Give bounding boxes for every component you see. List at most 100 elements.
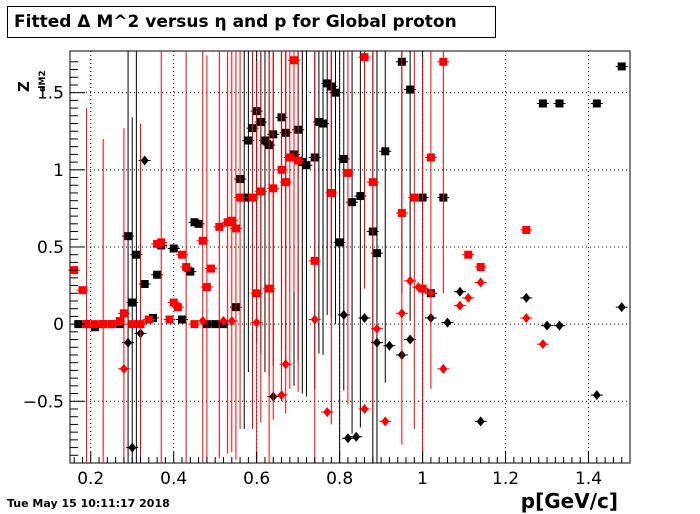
chart-title: Fitted Δ M^2 versus η and p for Global p… [7, 6, 496, 38]
data-point-diamond [385, 340, 394, 351]
data-point-square [327, 188, 336, 197]
data-point-square [248, 193, 257, 202]
data-point-diamond [443, 317, 452, 328]
data-point-square [464, 250, 473, 259]
data-point-diamond [555, 320, 564, 331]
data-point-diamond [119, 363, 128, 374]
data-point-square [165, 315, 174, 324]
data-point-square [269, 184, 278, 193]
y-tick-label: 1.5 [37, 84, 64, 104]
y-tick-label: −0.5 [23, 392, 64, 412]
data-point-square [522, 225, 531, 234]
data-point-square [153, 239, 162, 248]
y-axis-label-group: Z dM2 [15, 70, 48, 92]
y-tick-label: 1 [53, 161, 64, 181]
data-point-square [294, 156, 303, 165]
data-point-square [128, 320, 137, 329]
x-tick-label: 1.4 [575, 469, 602, 489]
grid [70, 51, 630, 463]
data-point-square [190, 218, 199, 227]
data-point-diamond [406, 275, 415, 286]
data-point-diamond [439, 363, 448, 374]
data-point-square [314, 117, 323, 126]
data-point-square [592, 99, 601, 108]
data-point-diamond [476, 277, 485, 288]
data-point-square [381, 147, 390, 156]
timestamp: Tue May 15 10:11:17 2018 [7, 497, 170, 510]
data-point-diamond [455, 286, 464, 297]
data-point-square [128, 298, 137, 307]
data-point-square [78, 286, 87, 295]
data-point-diamond [360, 403, 369, 414]
data-point-square [310, 256, 319, 265]
data-point-square [356, 192, 365, 201]
data-point-square [157, 238, 166, 247]
data-point-diamond [426, 288, 435, 299]
data-point-square [186, 267, 195, 276]
data-point-square [90, 320, 99, 329]
data-point-diamond [476, 416, 485, 427]
data-point-square [281, 178, 290, 187]
data-point-square [198, 236, 207, 245]
data-point-diamond [372, 323, 381, 334]
data-point-square [298, 158, 307, 167]
x-tick-label: 0.8 [326, 469, 353, 489]
data-point-square [215, 222, 224, 231]
data-point-diamond [543, 320, 552, 331]
y-tick-label: 0 [53, 315, 64, 335]
data-point-diamond [252, 317, 261, 328]
x-axis-label: p[GeV/c] [521, 489, 618, 513]
data-point-square [207, 264, 216, 273]
data-point-square [410, 193, 419, 202]
data-point-square [439, 57, 448, 66]
data-point-diamond [617, 302, 626, 313]
data-points [68, 51, 628, 463]
data-point-square [252, 289, 261, 298]
data-point-square [194, 219, 203, 228]
data-point-diamond [414, 282, 423, 293]
data-point-square [178, 315, 186, 324]
data-point-diamond [219, 316, 228, 327]
data-point-diamond [128, 442, 137, 453]
data-point-square [236, 193, 245, 202]
data-point-square [144, 315, 153, 324]
data-point-square [335, 238, 344, 247]
x-tick-label: 1.2 [492, 469, 519, 489]
data-point-square [397, 209, 406, 218]
data-point-square [169, 244, 178, 253]
data-point-square [372, 249, 381, 258]
data-point-square [368, 178, 377, 187]
data-point-square [136, 320, 145, 329]
data-point-square [148, 313, 157, 322]
y-axis-label: Z [15, 81, 33, 92]
data-point-diamond [343, 433, 352, 444]
data-point-diamond [464, 292, 473, 303]
data-point-diamond [198, 316, 207, 327]
data-point-square [406, 85, 415, 94]
data-point-square [260, 136, 269, 145]
data-point-square [202, 283, 211, 292]
data-point-square [244, 136, 253, 145]
data-point-diamond [339, 309, 348, 320]
y-axis-label-subscript: dM2 [38, 70, 48, 92]
data-point-diamond [455, 300, 464, 311]
data-point-square [265, 284, 274, 293]
data-point-square [169, 298, 178, 307]
data-point-square [555, 99, 564, 108]
data-point-square [227, 216, 236, 225]
y-tick-label: 0.5 [37, 238, 64, 258]
data-point-diamond [227, 316, 236, 327]
data-point-diamond [522, 292, 531, 303]
data-point-square [476, 263, 485, 272]
x-tick-label: 0.4 [160, 469, 187, 489]
data-point-diamond [592, 390, 601, 401]
data-point-square [153, 270, 162, 279]
data-point-square [302, 161, 311, 170]
data-point-square [107, 320, 116, 329]
data-point-square [173, 303, 182, 312]
data-point-square [190, 320, 199, 329]
data-point-square [82, 320, 91, 329]
data-point-square [211, 320, 220, 329]
data-point-square [331, 88, 340, 97]
